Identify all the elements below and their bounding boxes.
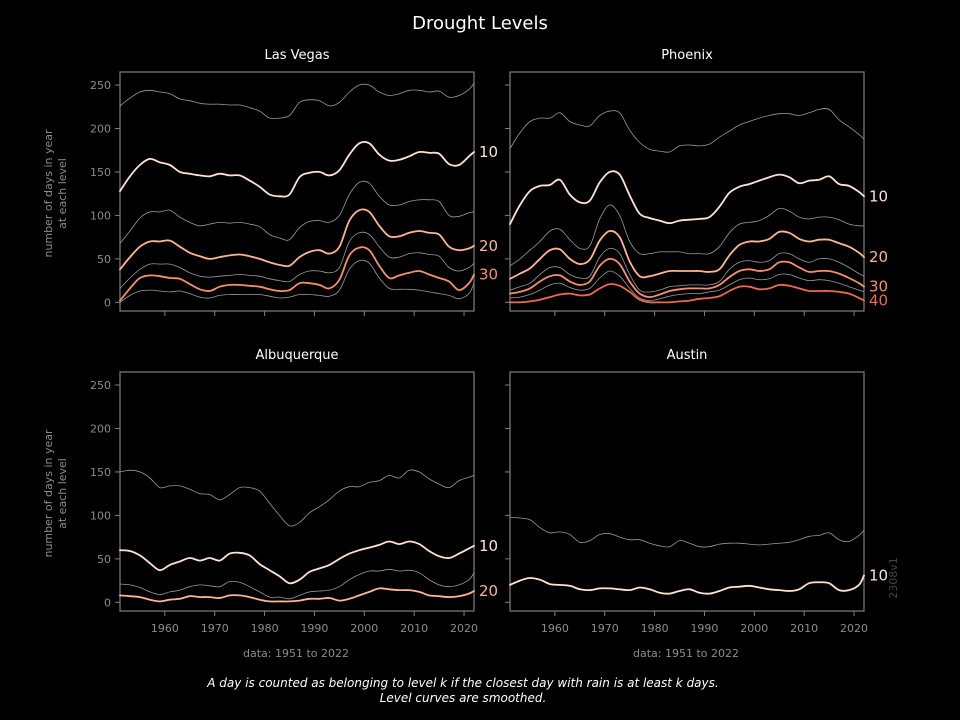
series-line-level-20 (119, 587, 475, 603)
x-tick-label: 1970 (591, 622, 619, 635)
y-axis-label: at each level (56, 458, 69, 529)
series-end-label: 10 (479, 143, 498, 161)
y-tick-label: 100 (90, 209, 111, 222)
x-tick-label: 1990 (690, 622, 718, 635)
x-tick-label: 1960 (151, 622, 179, 635)
series-line-level-10 (509, 574, 865, 595)
panel-las-vegas: Las Vegas 0 50 100 150 200 250 number of days i… (42, 48, 498, 316)
series-end-label: 20 (479, 237, 498, 255)
series-line-level-5 (509, 516, 865, 548)
x-tick-label: 1960 (541, 622, 569, 635)
y-axis-label: number of days in year (42, 129, 55, 258)
x-axis-label: data: 1951 to 2022 (633, 647, 739, 660)
series-end-label: 30 (479, 265, 498, 283)
series-line-level-15 (509, 204, 865, 267)
y-tick-label: 250 (90, 379, 111, 392)
panel-title: Las Vegas (265, 48, 330, 63)
series-end-label: 10 (479, 537, 498, 555)
axes-frame (509, 71, 865, 312)
x-tick-label: 2020 (450, 622, 478, 635)
x-tick-label: 2010 (790, 622, 818, 635)
series-line-level-25 (509, 247, 865, 293)
y-tick-label: 150 (90, 166, 111, 179)
series-line-level-30 (509, 257, 865, 298)
series-line-level-10 (119, 540, 475, 585)
series-end-label: 10 (869, 187, 888, 205)
x-tick-label: 1980 (641, 622, 669, 635)
version-tag: 2308v1 (887, 557, 900, 599)
series-line-level-5 (119, 82, 475, 120)
series-line-level-30 (119, 246, 475, 302)
series-line-level-15 (119, 568, 475, 600)
x-tick-label: 2000 (350, 622, 378, 635)
series-end-label: 10 (869, 566, 888, 584)
series-line-level-20 (509, 230, 865, 280)
series-line-level-10 (509, 170, 865, 225)
y-axis-label: number of days in year (42, 429, 55, 558)
y-tick-label: 100 (90, 509, 111, 522)
series-end-label: 30 (869, 278, 888, 296)
series-end-label: 40 (869, 292, 888, 310)
series-line-level-20 (119, 208, 475, 271)
series-line-level-35 (509, 270, 865, 302)
axes-frame (119, 71, 475, 312)
series-line-level-25 (119, 231, 475, 289)
panel-title: Austin (667, 348, 708, 363)
panel-title: Albuquerque (255, 348, 338, 363)
axes-frame (119, 371, 475, 612)
panel-albuquerque: Albuquerque 0 50 100 150 200 250 1960 1970 1980 19… (42, 348, 498, 660)
figure-title: Drought Levels (412, 13, 548, 34)
series-line-level-5 (509, 108, 865, 153)
y-tick-label: 50 (97, 253, 111, 266)
caption-line-1: A day is counted as belonging to level k… (206, 676, 718, 690)
series-line-level-15 (119, 180, 475, 244)
y-tick-label: 0 (104, 596, 111, 609)
y-tick-label: 150 (90, 466, 111, 479)
y-tick-label: 50 (97, 553, 111, 566)
x-axis-label: data: 1951 to 2022 (243, 647, 349, 660)
axes-frame (509, 371, 865, 612)
series-line-level-40 (509, 283, 865, 304)
y-tick-label: 250 (90, 79, 111, 92)
x-tick-label: 2010 (400, 622, 428, 635)
series-line-level-10 (119, 140, 475, 198)
series-end-label: 20 (479, 582, 498, 600)
y-tick-label: 200 (90, 422, 111, 435)
caption-line-2: Level curves are smoothed. (380, 691, 547, 705)
y-tick-label: 0 (104, 296, 111, 309)
x-tick-label: 2000 (740, 622, 768, 635)
series-end-label: 20 (869, 248, 888, 266)
series-line-level-35 (119, 259, 475, 303)
x-tick-label: 1970 (201, 622, 229, 635)
panel-title: Phoenix (661, 48, 713, 63)
y-tick-label: 200 (90, 122, 111, 135)
x-tick-label: 1980 (251, 622, 279, 635)
x-tick-label: 2020 (840, 622, 868, 635)
series-line-level-5 (119, 469, 475, 527)
x-tick-label: 1990 (300, 622, 328, 635)
y-axis-label: at each level (56, 158, 69, 229)
panel-austin: Austin 1960 1970 1980 1990 2000 2010 2020 data: … (505, 348, 888, 660)
